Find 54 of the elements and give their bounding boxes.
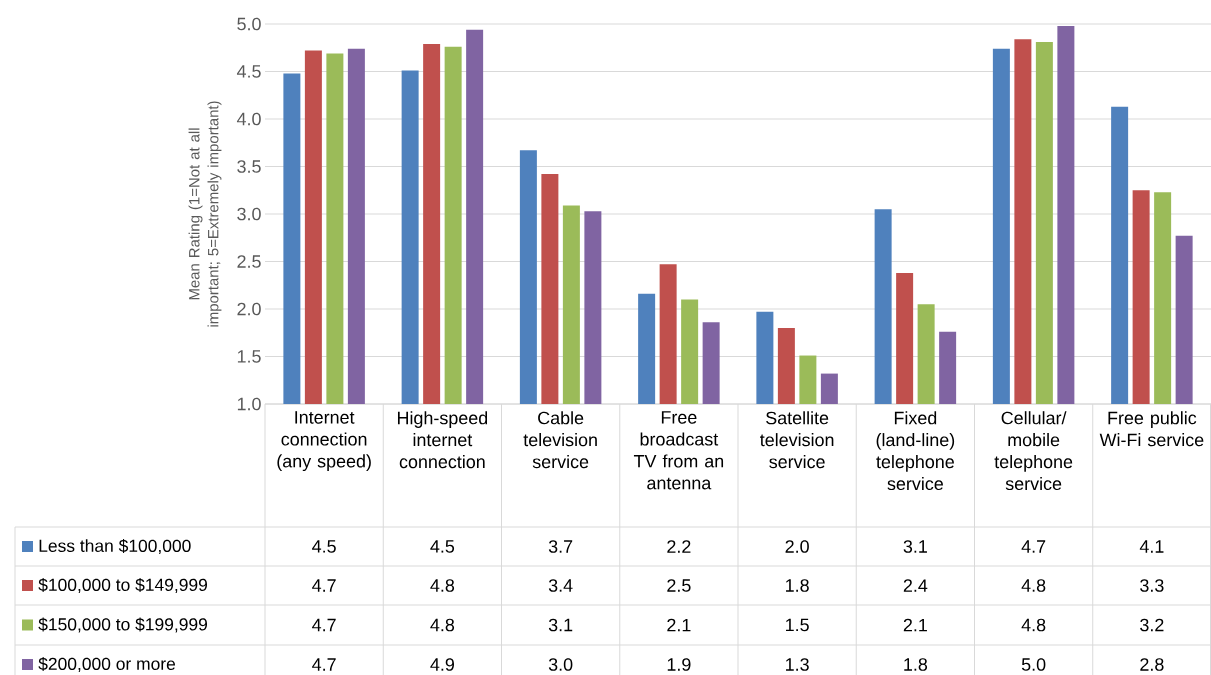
data-label: 2.8 [1140, 658, 1164, 671]
data-label: 3.3 [1140, 579, 1164, 592]
data-label: 1.9 [667, 658, 691, 671]
legend-label: $150,000 to $199,999 [38, 617, 208, 633]
data-label: 1.3 [786, 658, 809, 671]
data-label: 3.4 [548, 579, 573, 592]
data-label: 1.8 [786, 579, 809, 592]
data-label: 4.1 [1139, 540, 1164, 553]
y-tick-label: 5.0 [237, 17, 261, 31]
legend-label: $200,000 or more [38, 656, 176, 673]
x-tick-label: Free public Wi-Fi service [1099, 411, 1204, 447]
data-label: 4.7 [1021, 540, 1046, 553]
data-label: 2.1 [903, 618, 927, 632]
data-label: 4.5 [430, 540, 455, 553]
x-tick-label: Internet connection (any speed) [277, 411, 371, 472]
data-label: 4.8 [430, 579, 455, 592]
data-label: 2.0 [785, 540, 809, 553]
data-label: 3.1 [903, 540, 927, 553]
x-tick-label: Cellular/ mobile telephone service [994, 411, 1073, 491]
data-label: 4.7 [312, 658, 336, 671]
y-tick-label: 2.0 [237, 302, 261, 316]
data-label: 4.9 [430, 658, 454, 671]
data-label: 2.2 [667, 540, 691, 553]
data-label: 1.8 [904, 658, 928, 671]
data-label: 4.7 [312, 579, 336, 592]
y-axis-title: Mean Rating (1=Not at all important; 5=Extremely important) [188, 101, 222, 327]
data-label: 3.0 [548, 658, 573, 671]
x-tick-label: High-speed internet connection [397, 411, 488, 469]
y-tick-label: 1.0 [237, 397, 261, 411]
y-tick-label: 2.5 [237, 255, 261, 268]
data-label: 4.7 [312, 618, 336, 632]
data-label: 4.8 [1021, 579, 1046, 592]
x-tick-label: Cable television service [523, 411, 597, 469]
x-tick-label: Free broadcast TV from an antenna [633, 411, 724, 490]
y-tick-label: 3.0 [237, 207, 261, 221]
data-label: 4.5 [312, 540, 336, 553]
legend-label: $100,000 to $149,999 [38, 577, 208, 594]
data-label: 4.8 [1021, 618, 1046, 632]
data-label: 3.1 [548, 618, 573, 632]
y-tick-label: 4.0 [236, 112, 261, 126]
x-tick-label: Fixed (land-line) telephone service [876, 411, 955, 491]
legend-label: Less than $100,000 [39, 538, 191, 555]
data-label: 4.8 [430, 618, 455, 632]
data-label: 3.2 [1140, 618, 1164, 632]
y-tick-label: 3.5 [237, 160, 261, 173]
data-label: 1.5 [786, 618, 809, 632]
data-label: 2.1 [667, 618, 691, 632]
data-label: 2.5 [667, 579, 691, 592]
y-tick-label: 1.5 [237, 350, 261, 363]
x-tick-label: Satellite television service [760, 411, 834, 469]
y-tick-label: 4.5 [236, 65, 261, 78]
data-label: 3.7 [548, 540, 573, 553]
data-label: 2.4 [903, 579, 928, 592]
data-label: 5.0 [1021, 658, 1046, 671]
